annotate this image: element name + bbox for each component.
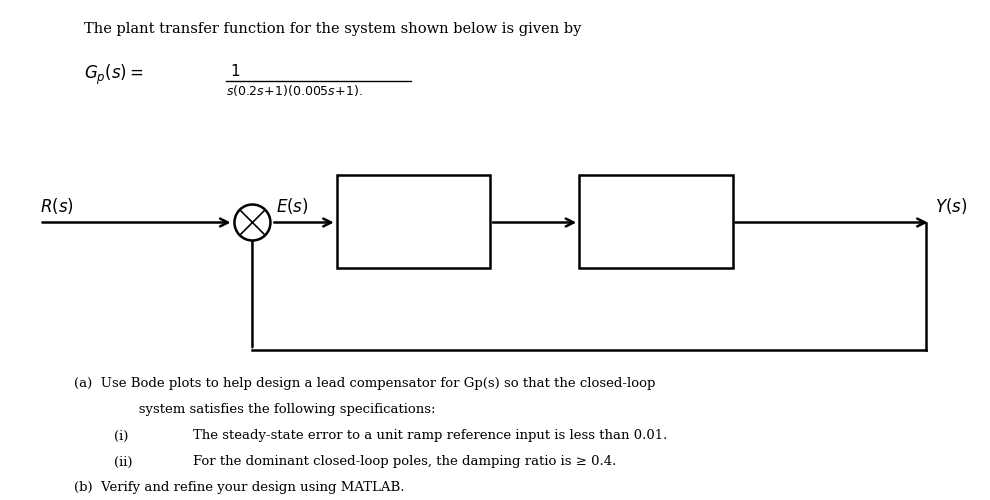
Text: system satisfies the following specifications:: system satisfies the following specifica… [109,404,436,416]
Text: The plant transfer function for the system shown below is given by: The plant transfer function for the syst… [84,22,581,36]
Text: (a)  Use Bode plots to help design a lead compensator for Gp(s) so that the clos: (a) Use Bode plots to help design a lead… [74,378,655,390]
Text: The steady-state error to a unit ramp reference input is less than 0.01.: The steady-state error to a unit ramp re… [193,430,667,442]
Text: $s(0.2s\!+\!1)(0.005s\!+\!1).$: $s(0.2s\!+\!1)(0.005s\!+\!1).$ [226,83,363,98]
Text: $C(s)$: $C(s)$ [396,211,431,231]
Text: $G_p(s) =$: $G_p(s) =$ [84,62,144,86]
Text: (i): (i) [114,430,129,442]
Text: For the dominant closed-loop poles, the damping ratio is ≥ 0.4.: For the dominant closed-loop poles, the … [193,456,617,468]
Text: $R(s)$: $R(s)$ [40,196,73,216]
Text: (b)  Verify and refine your design using MATLAB.: (b) Verify and refine your design using … [74,482,405,494]
Bar [337,175,490,268]
Text: (ii): (ii) [114,456,133,468]
Text: $1$: $1$ [230,62,240,78]
Ellipse shape [235,204,270,240]
Text: $G_p(s)$: $G_p(s)$ [635,209,677,234]
Text: $E(s)$: $E(s)$ [276,196,309,216]
Text: $Y(s)$: $Y(s)$ [935,196,967,216]
Bar [579,175,733,268]
